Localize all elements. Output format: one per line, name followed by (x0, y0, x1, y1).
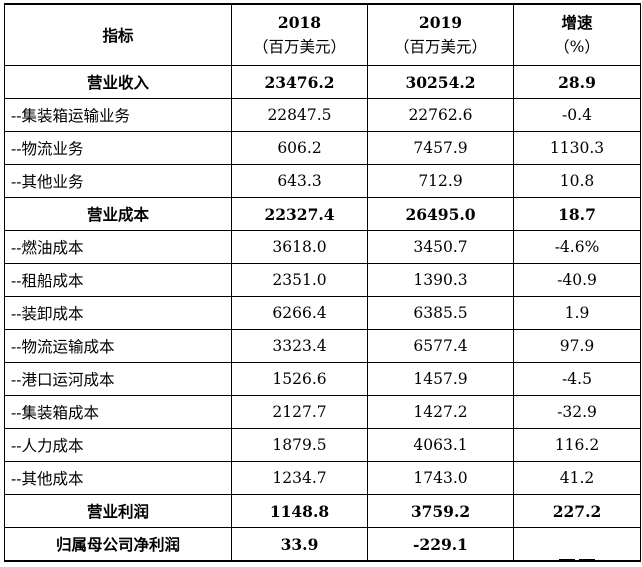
table-row: --燃油成本 3618.0 3450.7 -4.6% (4, 230, 641, 264)
header-indicator: 指标 (4, 3, 232, 66)
table-row: --集装箱成本 2127.7 1427.2 -32.9 (4, 395, 641, 429)
cell-2019: 1427.2 (367, 395, 514, 429)
row-label: --燃油成本 (4, 230, 232, 264)
table-row: --物流运输成本 3323.4 6577.4 97.9 (4, 329, 641, 363)
header-growth-unit: （%） (554, 38, 600, 56)
cell-2019: 4063.1 (367, 428, 514, 462)
cell-2018: 1879.5 (231, 428, 368, 462)
header-2019-year: 2019 (418, 13, 463, 32)
row-label: --集装箱运输业务 (4, 98, 232, 132)
table-row-revenue: 营业收入 23476.2 30254.2 28.9 (4, 65, 641, 99)
row-label: --物流运输成本 (4, 329, 232, 363)
cell-2019: 1457.9 (367, 362, 514, 396)
cell-2018: 22847.5 (231, 98, 368, 132)
table-row: --港口运河成本 1526.6 1457.9 -4.5 (4, 362, 641, 396)
financial-table: 指标 2018 （百万美元） 2019 （百万美元） 增速 （%） 营业收入 2… (4, 3, 641, 562)
cell-2019: 712.9 (367, 164, 514, 198)
cell-2018: 6266.4 (231, 296, 368, 330)
cell-2019: -229.1 (367, 527, 514, 562)
header-growth: 增速 （%） (513, 3, 641, 66)
cell-2019: 1743.0 (367, 461, 514, 495)
row-label: 营业成本 (4, 197, 232, 231)
cell-2019: 6385.5 (367, 296, 514, 330)
header-2018-unit: （百万美元） (252, 38, 346, 56)
cell-2019: 22762.6 (367, 98, 514, 132)
cell-2018: 606.2 (231, 131, 368, 165)
cell-growth: 97.9 (513, 329, 641, 363)
cell-growth: 10.8 (513, 164, 641, 198)
cell-growth: 28.9 (513, 65, 641, 99)
cell-2019: 3450.7 (367, 230, 514, 264)
table-row: --人力成本 1879.5 4063.1 116.2 (4, 428, 641, 462)
header-2018-year: 2018 (277, 13, 322, 32)
row-label: --物流业务 (4, 131, 232, 165)
cell-2018: 1148.8 (231, 494, 368, 528)
table-row: --集装箱运输业务 22847.5 22762.6 -0.4 (4, 98, 641, 132)
cell-growth: -4.6% (513, 230, 641, 264)
cell-2018: 643.3 (231, 164, 368, 198)
table-row: --租船成本 2351.0 1390.3 -40.9 (4, 263, 641, 297)
header-2019-unit: （百万美元） (393, 38, 487, 56)
row-label: --人力成本 (4, 428, 232, 462)
row-label: --装卸成本 (4, 296, 232, 330)
table-row: --其他成本 1234.7 1743.0 41.2 (4, 461, 641, 495)
header-row: 指标 2018 （百万美元） 2019 （百万美元） 增速 （%） (4, 3, 641, 66)
cell-growth: 1.9 (513, 296, 641, 330)
cell-2018: 3618.0 (231, 230, 368, 264)
cell-growth: -4.5 (513, 362, 641, 396)
row-label: 归属母公司净利润 (4, 527, 232, 562)
row-label: --其他成本 (4, 461, 232, 495)
table-row: --装卸成本 6266.4 6385.5 1.9 (4, 296, 641, 330)
financial-table-container: 指标 2018 （百万美元） 2019 （百万美元） 增速 （%） 营业收入 2… (4, 3, 641, 562)
cell-growth-redacted (513, 527, 641, 562)
cell-2018: 2127.7 (231, 395, 368, 429)
cell-2019: 6577.4 (367, 329, 514, 363)
cell-2019: 3759.2 (367, 494, 514, 528)
cell-growth: -40.9 (513, 263, 641, 297)
header-growth-title: 增速 (561, 13, 593, 32)
table-row-cost: 营业成本 22327.4 26495.0 18.7 (4, 197, 641, 231)
row-label: --港口运河成本 (4, 362, 232, 396)
row-label: --其他业务 (4, 164, 232, 198)
cell-growth: -32.9 (513, 395, 641, 429)
cell-2019: 30254.2 (367, 65, 514, 99)
cell-2019: 7457.9 (367, 131, 514, 165)
cell-2018: 2351.0 (231, 263, 368, 297)
header-2018: 2018 （百万美元） (231, 3, 368, 66)
cell-growth: -0.4 (513, 98, 641, 132)
table-row-net-profit: 归属母公司净利润 33.9 -229.1 (4, 527, 641, 562)
row-label: --租船成本 (4, 263, 232, 297)
redaction-marks (557, 541, 597, 561)
header-2019: 2019 （百万美元） (367, 3, 514, 66)
cell-growth: 41.2 (513, 461, 641, 495)
table-row: --物流业务 606.2 7457.9 1130.3 (4, 131, 641, 165)
cell-2019: 1390.3 (367, 263, 514, 297)
cell-growth: 116.2 (513, 428, 641, 462)
row-label: --集装箱成本 (4, 395, 232, 429)
cell-growth: 227.2 (513, 494, 641, 528)
cell-2019: 26495.0 (367, 197, 514, 231)
redaction-bar (579, 558, 595, 561)
cell-growth: 1130.3 (513, 131, 641, 165)
cell-2018: 23476.2 (231, 65, 368, 99)
cell-2018: 1526.6 (231, 362, 368, 396)
table-row-operating-profit: 营业利润 1148.8 3759.2 227.2 (4, 494, 641, 528)
table-row: --其他业务 643.3 712.9 10.8 (4, 164, 641, 198)
redaction-bar (559, 558, 575, 561)
cell-2018: 22327.4 (231, 197, 368, 231)
row-label: 营业收入 (4, 65, 232, 99)
cell-growth: 18.7 (513, 197, 641, 231)
cell-2018: 1234.7 (231, 461, 368, 495)
cell-2018: 3323.4 (231, 329, 368, 363)
row-label: 营业利润 (4, 494, 232, 528)
cell-2018: 33.9 (231, 527, 368, 562)
